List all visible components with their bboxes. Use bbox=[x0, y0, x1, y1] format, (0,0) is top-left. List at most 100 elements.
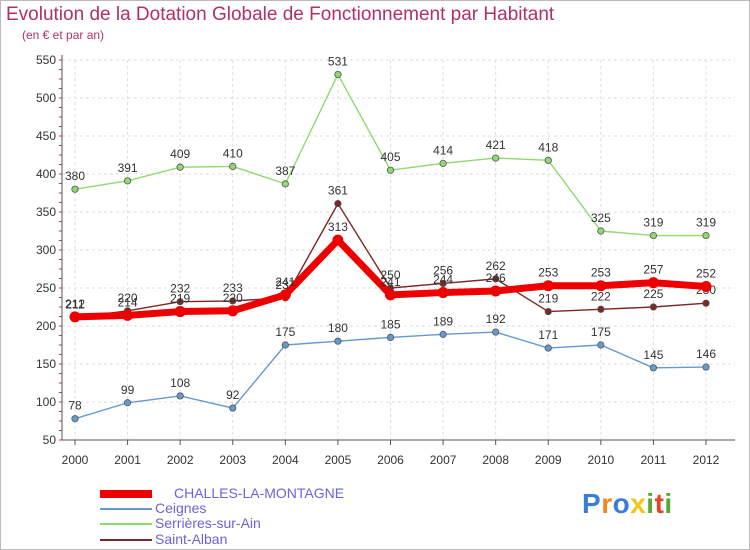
point-ceignes bbox=[439, 330, 447, 338]
point-serrieres-sur-ain bbox=[176, 163, 184, 171]
logo-letter: P bbox=[582, 488, 602, 519]
data-label-serrieres-sur-ain: 414 bbox=[433, 143, 453, 157]
data-label-saint-alban: 361 bbox=[328, 184, 348, 198]
point-saint-alban bbox=[702, 299, 710, 307]
y-tick-label: 300 bbox=[36, 243, 56, 257]
y-tick-label: 550 bbox=[36, 53, 56, 67]
data-label-saint-alban: 225 bbox=[643, 287, 663, 301]
data-label-saint-alban: 222 bbox=[591, 289, 611, 303]
data-label-serrieres-sur-ain: 410 bbox=[223, 146, 243, 160]
data-label-ceignes: 78 bbox=[68, 399, 82, 413]
point-challes-la-montagne bbox=[542, 280, 554, 292]
data-label-serrieres-sur-ain: 391 bbox=[118, 161, 138, 175]
data-label-challes-la-montagne: 253 bbox=[538, 266, 558, 280]
point-serrieres-sur-ain bbox=[386, 166, 395, 174]
point-challes-la-montagne bbox=[174, 306, 186, 318]
y-tick-label: 250 bbox=[36, 281, 56, 295]
logo-letter: i bbox=[664, 488, 673, 519]
data-label-challes-la-montagne: 252 bbox=[696, 266, 716, 280]
x-tick-label: 2011 bbox=[641, 453, 667, 467]
point-serrieres-sur-ain bbox=[492, 154, 500, 162]
y-tick-label: 200 bbox=[36, 319, 56, 333]
point-ceignes bbox=[229, 404, 237, 412]
data-label-ceignes: 145 bbox=[643, 348, 663, 362]
x-tick-label: 2000 bbox=[62, 453, 89, 467]
y-tick-label: 100 bbox=[36, 395, 56, 409]
point-serrieres-sur-ain bbox=[71, 185, 79, 193]
point-challes-la-montagne bbox=[595, 280, 607, 292]
point-challes-la-montagne bbox=[279, 289, 291, 301]
point-ceignes bbox=[544, 344, 552, 352]
data-label-saint-alban: 219 bbox=[538, 292, 558, 306]
legend-label-saint-alban: Saint-Alban bbox=[155, 531, 228, 547]
point-saint-alban bbox=[597, 305, 605, 313]
chart-subtitle: (en € et par an) bbox=[22, 28, 105, 42]
point-ceignes bbox=[492, 328, 500, 336]
data-label-serrieres-sur-ain: 319 bbox=[696, 216, 716, 230]
data-label-challes-la-montagne: 219 bbox=[170, 292, 190, 306]
point-saint-alban bbox=[439, 279, 447, 288]
logo-letter: o bbox=[612, 488, 631, 519]
data-label-serrieres-sur-ain: 409 bbox=[170, 147, 190, 161]
x-tick-label: 2007 bbox=[430, 453, 457, 467]
legend-swatch-saint-alban bbox=[100, 539, 152, 541]
x-tick-label: 2005 bbox=[325, 453, 352, 467]
point-serrieres-sur-ain bbox=[281, 180, 289, 188]
data-label-ceignes: 189 bbox=[433, 314, 453, 328]
point-serrieres-sur-ain bbox=[439, 159, 447, 167]
point-saint-alban bbox=[229, 297, 237, 305]
logo-letter: i bbox=[646, 488, 655, 519]
data-label-ceignes: 180 bbox=[328, 321, 348, 335]
point-serrieres-sur-ain bbox=[544, 156, 552, 164]
data-label-challes-la-montagne: 313 bbox=[328, 220, 348, 234]
data-label-ceignes: 192 bbox=[486, 312, 506, 326]
data-label-challes-la-montagne: 241 bbox=[380, 275, 400, 289]
point-challes-la-montagne bbox=[490, 285, 502, 297]
point-ceignes bbox=[123, 399, 132, 407]
data-label-ceignes: 171 bbox=[538, 328, 558, 342]
legend-swatch-serrieres bbox=[100, 523, 152, 525]
legend-label-serrieres: Serrières-sur-Ain bbox=[155, 515, 261, 531]
data-label-challes-la-montagne: 244 bbox=[433, 273, 453, 287]
point-serrieres-sur-ain bbox=[702, 231, 710, 240]
point-ceignes bbox=[334, 337, 342, 345]
y-tick-label: 400 bbox=[36, 167, 56, 181]
point-challes-la-montagne bbox=[647, 277, 659, 289]
legend-swatch-ceignes bbox=[100, 508, 152, 510]
point-challes-la-montagne bbox=[69, 311, 81, 323]
data-label-challes-la-montagne: 220 bbox=[223, 291, 243, 305]
y-tick-label: 50 bbox=[43, 433, 57, 447]
point-challes-la-montagne bbox=[700, 280, 712, 292]
data-label-serrieres-sur-ain: 405 bbox=[380, 150, 400, 164]
point-ceignes bbox=[176, 392, 184, 400]
data-label-saint-alban: 256 bbox=[433, 263, 453, 277]
x-tick-label: 2006 bbox=[377, 453, 404, 467]
data-label-challes-la-montagne: 246 bbox=[486, 271, 506, 285]
data-label-saint-alban: 250 bbox=[380, 268, 400, 282]
y-tick-label: 150 bbox=[36, 357, 56, 371]
proxiti-logo: Proxiti bbox=[582, 488, 673, 520]
point-serrieres-sur-ain bbox=[649, 231, 658, 240]
y-tick-label: 450 bbox=[36, 129, 56, 143]
point-ceignes bbox=[649, 364, 658, 372]
data-label-serrieres-sur-ain: 319 bbox=[643, 216, 663, 230]
data-label-ceignes: 146 bbox=[696, 347, 716, 361]
data-label-ceignes: 175 bbox=[591, 325, 611, 339]
point-serrieres-sur-ain bbox=[597, 227, 605, 235]
point-ceignes bbox=[702, 363, 710, 371]
data-label-serrieres-sur-ain: 418 bbox=[538, 140, 558, 154]
data-label-saint-alban: 233 bbox=[223, 281, 243, 295]
y-tick-label: 500 bbox=[36, 91, 56, 105]
logo-letter: x bbox=[630, 488, 647, 519]
legend-label-challes: CHALLES-LA-MONTAGNE bbox=[174, 485, 345, 501]
data-label-saint-alban: 232 bbox=[170, 282, 190, 296]
x-tick-label: 2012 bbox=[693, 453, 720, 467]
point-ceignes bbox=[71, 415, 79, 423]
data-label-saint-alban: 220 bbox=[118, 291, 138, 305]
point-saint-alban bbox=[334, 200, 342, 208]
point-serrieres-sur-ain bbox=[123, 177, 132, 185]
point-saint-alban bbox=[492, 275, 500, 283]
logo-letter: t bbox=[654, 488, 665, 519]
data-label-serrieres-sur-ain: 421 bbox=[486, 138, 506, 152]
